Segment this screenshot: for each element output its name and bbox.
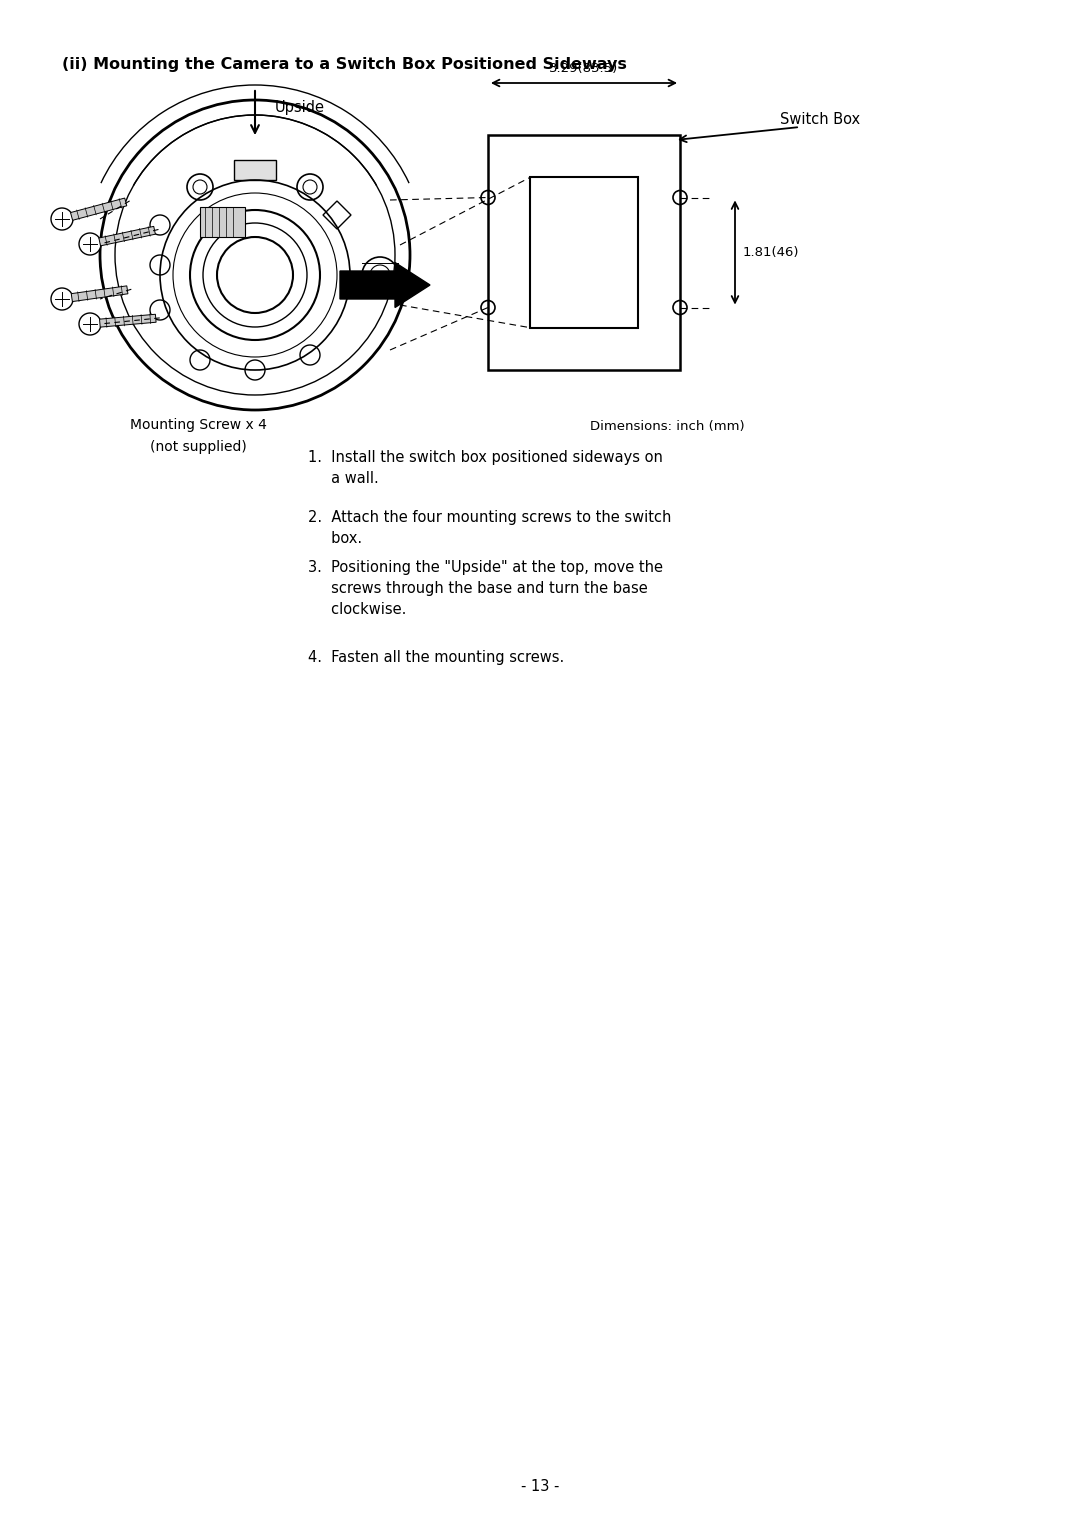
Text: (not supplied): (not supplied) (150, 440, 246, 454)
Text: 3.29(83.5): 3.29(83.5) (550, 63, 619, 75)
Text: Upside: Upside (275, 99, 325, 115)
Polygon shape (99, 315, 157, 327)
FancyBboxPatch shape (200, 206, 245, 237)
Polygon shape (70, 199, 126, 220)
Circle shape (51, 287, 73, 310)
Text: 4.  Fasten all the mounting screws.: 4. Fasten all the mounting screws. (308, 650, 564, 665)
Text: Mounting Screw x 4: Mounting Screw x 4 (130, 417, 267, 433)
FancyBboxPatch shape (234, 161, 276, 180)
Text: Switch Box: Switch Box (780, 112, 860, 127)
FancyArrow shape (340, 263, 430, 307)
Text: 3.  Positioning the "Upside" at the top, move the
     screws through the base a: 3. Positioning the "Upside" at the top, … (308, 560, 663, 618)
Polygon shape (71, 286, 127, 301)
Text: 1.  Install the switch box positioned sideways on
     a wall.: 1. Install the switch box positioned sid… (308, 450, 663, 486)
Polygon shape (99, 226, 156, 246)
Text: 1.81(46): 1.81(46) (743, 246, 799, 258)
Circle shape (51, 208, 73, 229)
Text: - 13 -: - 13 - (521, 1479, 559, 1494)
Text: 2.  Attach the four mounting screws to the switch
     box.: 2. Attach the four mounting screws to th… (308, 511, 672, 546)
Text: (ii) Mounting the Camera to a Switch Box Positioned Sideways: (ii) Mounting the Camera to a Switch Box… (62, 57, 626, 72)
Circle shape (79, 232, 102, 255)
Text: Dimensions: inch (mm): Dimensions: inch (mm) (591, 420, 745, 433)
Circle shape (79, 313, 102, 335)
